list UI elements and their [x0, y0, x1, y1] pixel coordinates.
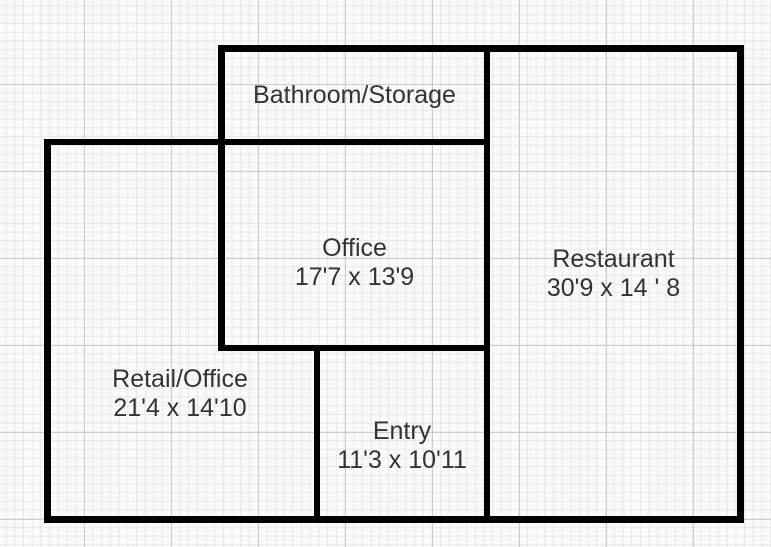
room-name: Entry [337, 417, 467, 446]
room-dimensions: 11'3 x 10'11 [337, 446, 467, 475]
room-dimensions: 30'9 x 14 ' 8 [547, 274, 680, 303]
room-bathroom-storage: Bathroom/Storage [218, 45, 490, 145]
room-name: Restaurant [547, 245, 680, 274]
room-retail-office [44, 139, 320, 523]
room-entry: Entry 11'3 x 10'11 [314, 345, 490, 523]
room-dimensions: 21'4 x 14'10 [113, 394, 246, 423]
room-name: Retail/Office [112, 365, 248, 394]
room-name: Bathroom/Storage [253, 81, 456, 110]
room-restaurant: Restaurant 30'9 x 14 ' 8 [484, 45, 744, 523]
room-retail-office-label: Retail/Office 21'4 x 14'10 [96, 365, 264, 423]
